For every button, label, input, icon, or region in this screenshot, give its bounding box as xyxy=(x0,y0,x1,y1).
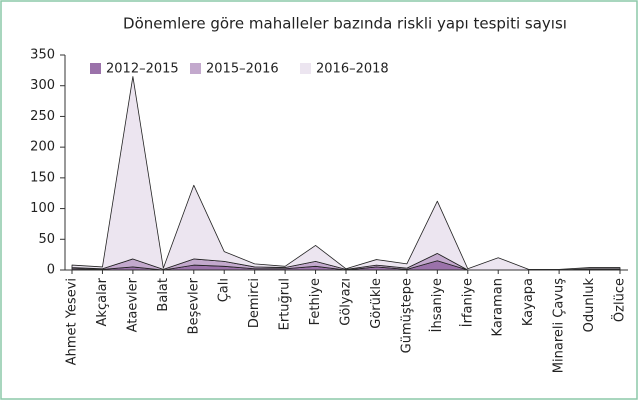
x-tick-label: İrfaniye xyxy=(459,278,475,327)
area xyxy=(71,76,621,271)
x-tick-label: Özlüce xyxy=(611,278,628,322)
x-tick-label: Görükle xyxy=(369,278,384,329)
y-tick-label: 50 xyxy=(38,232,55,247)
x-tick-label: Ataevler xyxy=(125,277,140,332)
y-tick-label: 200 xyxy=(30,140,55,155)
y-tick-label: 300 xyxy=(30,78,55,93)
chart-title: Dönemlere göre mahalleler bazında riskli… xyxy=(123,15,567,33)
legend-label: 2015–2016 xyxy=(206,62,279,77)
legend-label: 2012–2015 xyxy=(106,62,179,77)
x-tick-label: Balat xyxy=(156,278,171,312)
x-tick-label: İhsaniye xyxy=(429,278,445,332)
y-tick-label: 100 xyxy=(30,201,55,216)
x-tick-label: Ahmet Yesevi xyxy=(65,278,80,365)
x-tick-label: Çalı xyxy=(217,278,232,302)
x-tick-label: Beşevler xyxy=(186,277,201,334)
x-tick-label: Fethiye xyxy=(308,278,323,325)
legend-swatch xyxy=(90,63,101,74)
x-tick-label: Ertuğrul xyxy=(278,278,293,330)
legend-swatch xyxy=(190,63,201,74)
y-tick-label: 250 xyxy=(30,109,55,124)
y-tick-label: 0 xyxy=(47,263,55,278)
x-tick-label: Gümüştepe xyxy=(399,278,414,353)
legend-swatch xyxy=(300,63,311,74)
y-tick-label: 350 xyxy=(30,48,55,63)
x-tick-label: Kayapa xyxy=(521,278,536,326)
x-tick-label: Gölyazı xyxy=(339,278,354,326)
x-tick-label: Minareli Çavuş xyxy=(552,278,567,373)
x-tick-label: Akçalar xyxy=(95,277,110,326)
y-tick-label: 150 xyxy=(30,170,55,185)
x-tick-label: Karaman xyxy=(491,278,506,336)
x-tick-label: Odunluk xyxy=(582,278,597,333)
x-tick-label: Demirci xyxy=(247,278,262,328)
legend-label: 2016–2018 xyxy=(316,62,389,77)
